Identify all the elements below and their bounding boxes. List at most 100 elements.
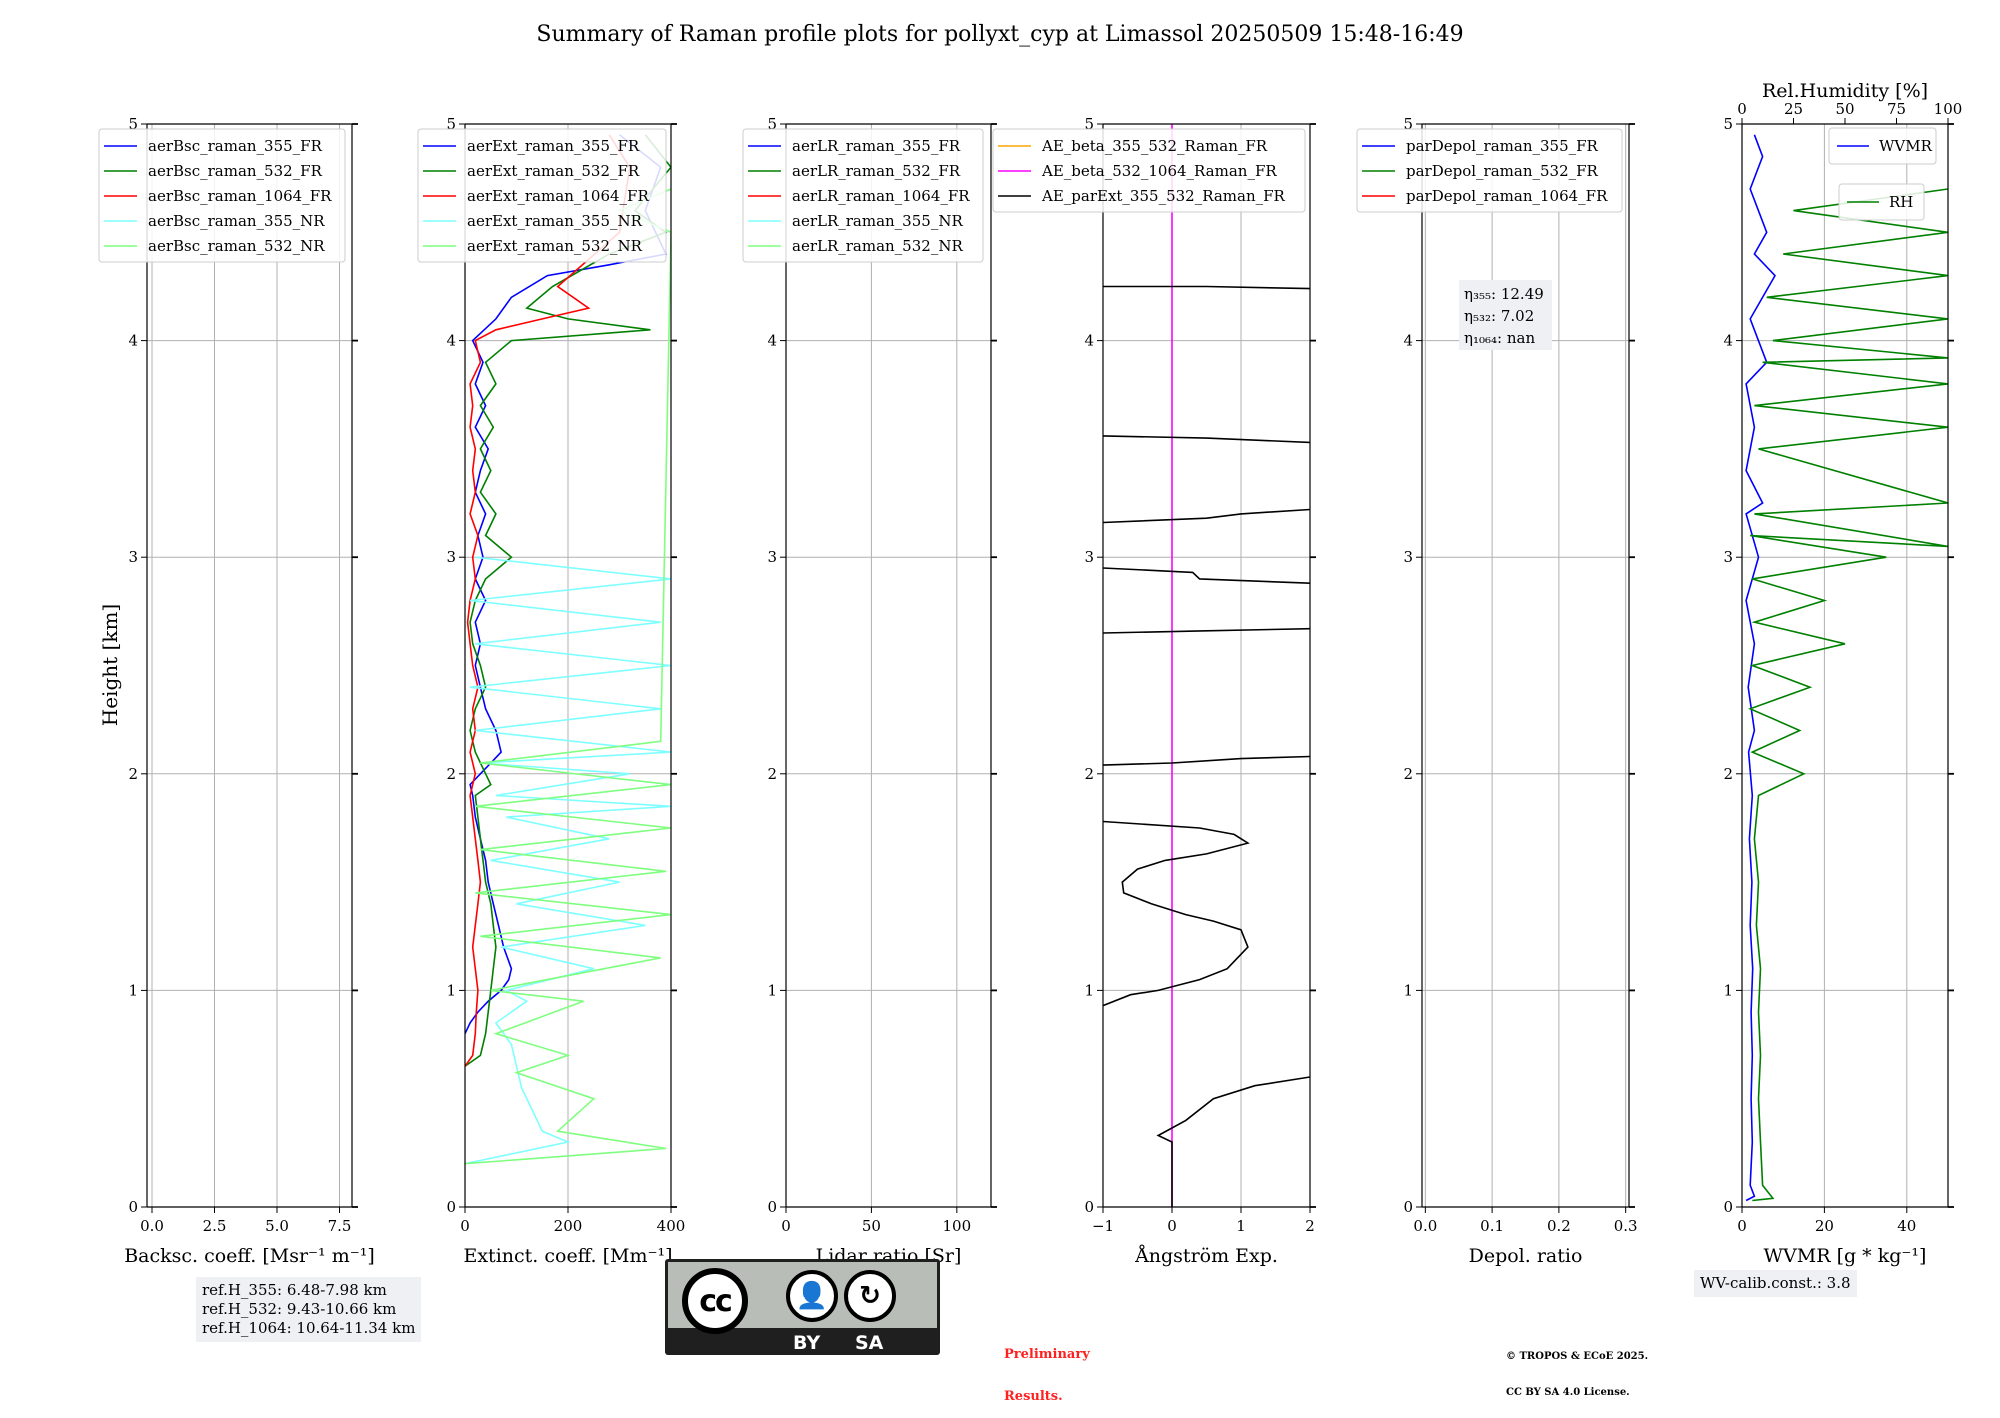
ytick-label: 2 (446, 765, 456, 783)
xtick-label: 5.0 (265, 1217, 289, 1235)
legend: aerBsc_raman_355_FR aerBsc_raman_532_FRae… (98, 128, 346, 263)
legend-label: AE_parExt_355_532_Raman_FR (1041, 187, 1286, 205)
xlabel: Ångström Exp. (1134, 1245, 1278, 1267)
legend-label: parDepol_raman_532_FR (1406, 162, 1599, 180)
xtick-label: 7.5 (328, 1217, 352, 1235)
reference-height-box: ref.H_355: 6.48-7.98 km ref.H_532: 9.43-… (196, 1277, 422, 1342)
ytick-label: 2 (1403, 765, 1413, 783)
xlabel: Backsc. coeff. [Msr⁻¹ m⁻¹] (124, 1245, 375, 1267)
legend-label: aerBsc_raman_532_FR (148, 162, 323, 180)
series-aerExt_raman_355_FR (465, 134, 668, 1035)
ytick-label: 4 (767, 332, 777, 350)
legend-label: aerExt_raman_355_FR (467, 137, 640, 155)
attribution-person-icon: 👤 (786, 1270, 838, 1322)
legend-label: aerBsc_raman_355_FR (148, 137, 323, 155)
legend-label: aerBsc_raman_355_NR (148, 212, 325, 230)
wv-calib-const: WV-calib.const.: 3.8 (1700, 1274, 1851, 1292)
top-xtick-label: 50 (1835, 100, 1854, 118)
legend-label: aerExt_raman_532_NR (467, 237, 643, 255)
grid (147, 123, 352, 1208)
ytick-label: 4 (1723, 332, 1733, 350)
copyright-note: © TROPOS & ECoE 2025. CC BY SA 4.0 Licen… (1506, 1327, 1648, 1411)
legend-label: aerExt_raman_1064_FR (467, 187, 649, 205)
grid (464, 123, 672, 1208)
ytick-label: 3 (128, 548, 138, 566)
series-group (465, 134, 671, 1165)
series-aerExt_raman_355_NR (465, 556, 671, 1165)
ytick-label: 5 (767, 115, 777, 133)
legend-box (742, 128, 984, 263)
series-aerExt_raman_532_FR (465, 134, 671, 1067)
series-AE_parExt_355_532_Raman_FR (1103, 508, 1310, 524)
ytick-label: 5 (1723, 115, 1733, 133)
legend-label: aerBsc_raman_1064_FR (148, 187, 332, 205)
xtick-label: 400 (657, 1217, 686, 1235)
top-xtick-label: 25 (1784, 100, 1803, 118)
xlabel: Extinct. coeff. [Mm⁻¹] (463, 1245, 672, 1267)
series-AE_parExt_355_532_Raman_FR (1103, 435, 1310, 444)
legend-box (98, 128, 346, 263)
annotation-line: η₃₅₅: 12.49 (1464, 285, 1544, 303)
xtick-label: 0.1 (1480, 1217, 1504, 1235)
ref-h-1064: ref.H_1064: 10.64-11.34 km (202, 1319, 416, 1337)
legend-label: AE_beta_532_1064_Raman_FR (1041, 162, 1277, 180)
xlabel: Depol. ratio (1469, 1245, 1583, 1267)
ytick-label: 5 (1084, 115, 1094, 133)
top-xtick-label: 75 (1887, 100, 1906, 118)
copyright-line-1: © TROPOS & ECoE 2025. (1506, 1351, 1649, 1362)
series-AE_parExt_355_532_Raman_FR (1103, 627, 1310, 634)
legend: aerLR_raman_355_FR aerLR_raman_532_FR aerL… (742, 128, 984, 263)
series-AE_parExt_355_532_Raman_FR (1103, 755, 1310, 766)
ytick-label: 3 (1084, 548, 1094, 566)
ytick-label: 3 (1403, 548, 1413, 566)
panel-depolarization: 0 1 2 3 4 5 0.0 0.1 0.2 0.3 Depol. ratio parDepol_r… (1356, 115, 1638, 1267)
ref-h-532: ref.H_532: 9.43-10.66 km (202, 1300, 397, 1318)
xtick-label: 0.3 (1614, 1217, 1638, 1235)
figure: 0 1 2 3 4 5 0.0 2.5 5.0 7.5 Backsc. coeff. [Msr⁻¹ … (98, 80, 1962, 1267)
ytick-label: 1 (446, 981, 456, 999)
preliminary-line-1: Preliminary (1004, 1347, 1090, 1362)
preliminary-line-2: Results. (1004, 1389, 1063, 1404)
xtick-label: 0.0 (140, 1217, 164, 1235)
panel-extinction: 0 1 2 3 4 5 0 200 400 Extinct. coeff. [Mm⁻¹] aerEx… (417, 115, 686, 1267)
ytick-label: 3 (446, 548, 456, 566)
xtick-label: 0 (460, 1217, 470, 1235)
legend-label: parDepol_raman_355_FR (1406, 137, 1599, 155)
preliminary-note: Preliminary Results. (1004, 1320, 1090, 1418)
xtick-label: 40 (1897, 1217, 1916, 1235)
legend-box (1356, 128, 1623, 213)
ylabel: Height [km] (98, 604, 122, 726)
xtick-label: 0 (1737, 1217, 1747, 1235)
xtick-label: −1 (1092, 1217, 1114, 1235)
xtick-label: 0.0 (1413, 1217, 1437, 1235)
legend-label: aerLR_raman_355_NR (792, 212, 963, 230)
ytick-label: 1 (767, 981, 777, 999)
xtick-label: 2.5 (203, 1217, 227, 1235)
ytick-label: 1 (128, 981, 138, 999)
top-xlabel: Rel.Humidity [%] (1762, 80, 1928, 102)
legend-label: aerLR_raman_532_FR (792, 162, 961, 180)
ytick-label: 4 (1403, 332, 1413, 350)
legend-label: AE_beta_355_532_Raman_FR (1041, 137, 1268, 155)
xtick-label: 0.2 (1547, 1217, 1571, 1235)
ytick-label: 5 (446, 115, 456, 133)
ytick-label: 2 (767, 765, 777, 783)
legend: parDepol_raman_355_FR parDepol_raman_532_… (1356, 128, 1623, 213)
legend: WVMR (1828, 127, 1937, 165)
legend-box (417, 128, 667, 263)
ytick-label: 0 (1084, 1198, 1094, 1216)
top-xtick-label: 100 (1934, 100, 1963, 118)
xtick-label: 50 (862, 1217, 881, 1235)
ytick-label: 5 (128, 115, 138, 133)
wv-calibration-box: WV-calib.const.: 3.8 (1694, 1270, 1857, 1297)
legend-label: aerLR_raman_532_NR (792, 237, 963, 255)
legend-label: aerBsc_raman_532_NR (148, 237, 325, 255)
xtick-label: 2 (1305, 1217, 1315, 1235)
eta-annotation: η₃₅₅: 12.49 η₅₃₂: 7.02 η₁₀₆₄: nan (1459, 280, 1552, 350)
series-AE_parExt_355_532_Raman_FR (1103, 567, 1310, 584)
ytick-label: 2 (1084, 765, 1094, 783)
figure-title: Summary of Raman profile plots for polly… (536, 22, 1464, 47)
xtick-label: 200 (554, 1217, 583, 1235)
